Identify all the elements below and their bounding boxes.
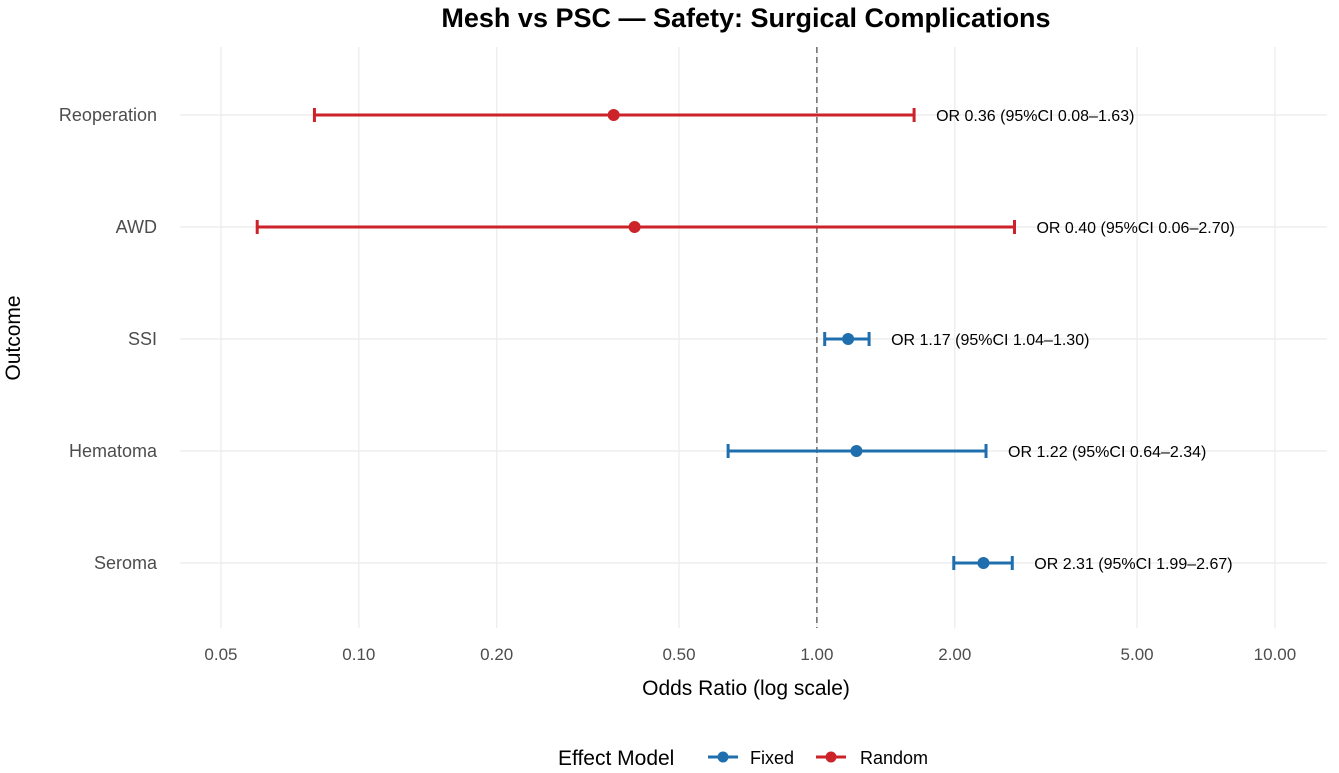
x-tick-label: 10.00	[1254, 645, 1297, 664]
legend-label: Random	[860, 748, 928, 768]
data-label: OR 2.31 (95%CI 1.99–2.67)	[1034, 556, 1232, 573]
x-tick-label: 0.20	[480, 645, 513, 664]
point-estimate	[842, 333, 855, 345]
y-tick-label: Reoperation	[59, 105, 157, 125]
point-estimate	[977, 557, 990, 569]
y-axis-tick-labels: Reoperation AWD SSI Hematoma Seroma	[59, 105, 158, 573]
y-axis-title: Outcome	[2, 295, 25, 380]
data-marks: OR 0.36 (95%CI 0.08–1.63) OR 0.40 (95%CI …	[255, 108, 1235, 573]
legend-label: Fixed	[750, 748, 794, 768]
x-tick-label: 2.00	[938, 645, 971, 664]
y-tick-label: AWD	[116, 217, 157, 237]
point-estimate	[628, 221, 641, 233]
x-tick-label: 0.10	[342, 645, 375, 664]
legend-key-point	[825, 751, 837, 763]
forest-row: OR 0.36 (95%CI 0.08–1.63)	[312, 108, 1134, 125]
x-tick-label: 0.05	[204, 645, 237, 664]
chart-title: Mesh vs PSC — Safety: Surgical Complicat…	[441, 3, 1050, 33]
point-estimate	[607, 109, 620, 121]
y-tick-label: SSI	[128, 329, 157, 349]
point-estimate	[850, 445, 863, 457]
x-tick-label: 5.00	[1121, 645, 1154, 664]
forest-row: OR 1.17 (95%CI 1.04–1.30)	[823, 332, 1089, 349]
gridlines	[180, 47, 1327, 628]
legend-entry: Random	[816, 748, 928, 768]
legend-title: Effect Model	[558, 747, 674, 770]
y-tick-label: Hematoma	[69, 441, 158, 461]
forest-row: OR 0.40 (95%CI 0.06–2.70)	[255, 220, 1235, 237]
forest-row: OR 2.31 (95%CI 1.99–2.67)	[952, 556, 1233, 573]
data-label: OR 1.17 (95%CI 1.04–1.30)	[891, 332, 1089, 349]
data-label: OR 1.22 (95%CI 0.64–2.34)	[1008, 444, 1206, 461]
legend-key-point	[717, 751, 729, 763]
y-tick-label: Seroma	[94, 553, 158, 573]
legend: Effect Model Fixed Random	[558, 747, 928, 770]
x-tick-label: 1.00	[800, 645, 833, 664]
x-tick-label: 0.50	[662, 645, 695, 664]
x-axis-tick-labels: 0.05 0.10 0.20 0.50 1.00 2.00 5.00 10.00	[204, 645, 1296, 664]
legend-entry: Fixed	[708, 748, 794, 768]
x-axis-title: Odds Ratio (log scale)	[642, 677, 850, 700]
legend-entries: Fixed Random	[708, 748, 928, 768]
data-label: OR 0.36 (95%CI 0.08–1.63)	[936, 108, 1134, 125]
forest-row: OR 1.22 (95%CI 0.64–2.34)	[726, 444, 1206, 461]
data-label: OR 0.40 (95%CI 0.06–2.70)	[1036, 220, 1234, 237]
